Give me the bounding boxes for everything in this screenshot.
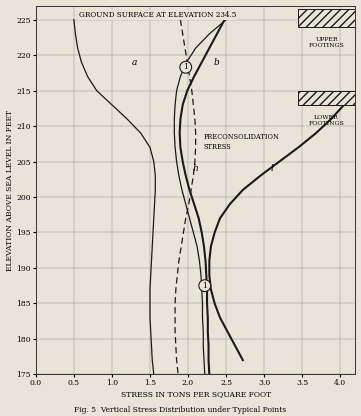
Text: l: l [270, 164, 273, 173]
Bar [299, 9, 356, 27]
Bar [299, 91, 356, 105]
Text: GROUND SURFACE AT ELEVATION 234.5: GROUND SURFACE AT ELEVATION 234.5 [79, 11, 236, 19]
X-axis label: STRESS IN TONS PER SQUARE FOOT: STRESS IN TONS PER SQUARE FOOT [121, 390, 271, 398]
Text: 1: 1 [202, 282, 207, 290]
Text: UPPER
FOOTINGS: UPPER FOOTINGS [309, 37, 344, 48]
Text: h: h [193, 164, 199, 173]
Y-axis label: ELEVATION ABOVE SEA LEVEL IN FEET: ELEVATION ABOVE SEA LEVEL IN FEET [5, 109, 14, 270]
Text: a: a [132, 58, 138, 67]
Text: b: b [214, 58, 220, 67]
Text: PRECONSOLIDATION
STRESS: PRECONSOLIDATION STRESS [203, 133, 279, 151]
Text: 1: 1 [183, 63, 188, 71]
Text: LOWER
FOOTINGS: LOWER FOOTINGS [309, 116, 344, 126]
Text: Fig. 5  Vertical Stress Distribution under Typical Points: Fig. 5 Vertical Stress Distribution unde… [74, 406, 287, 414]
